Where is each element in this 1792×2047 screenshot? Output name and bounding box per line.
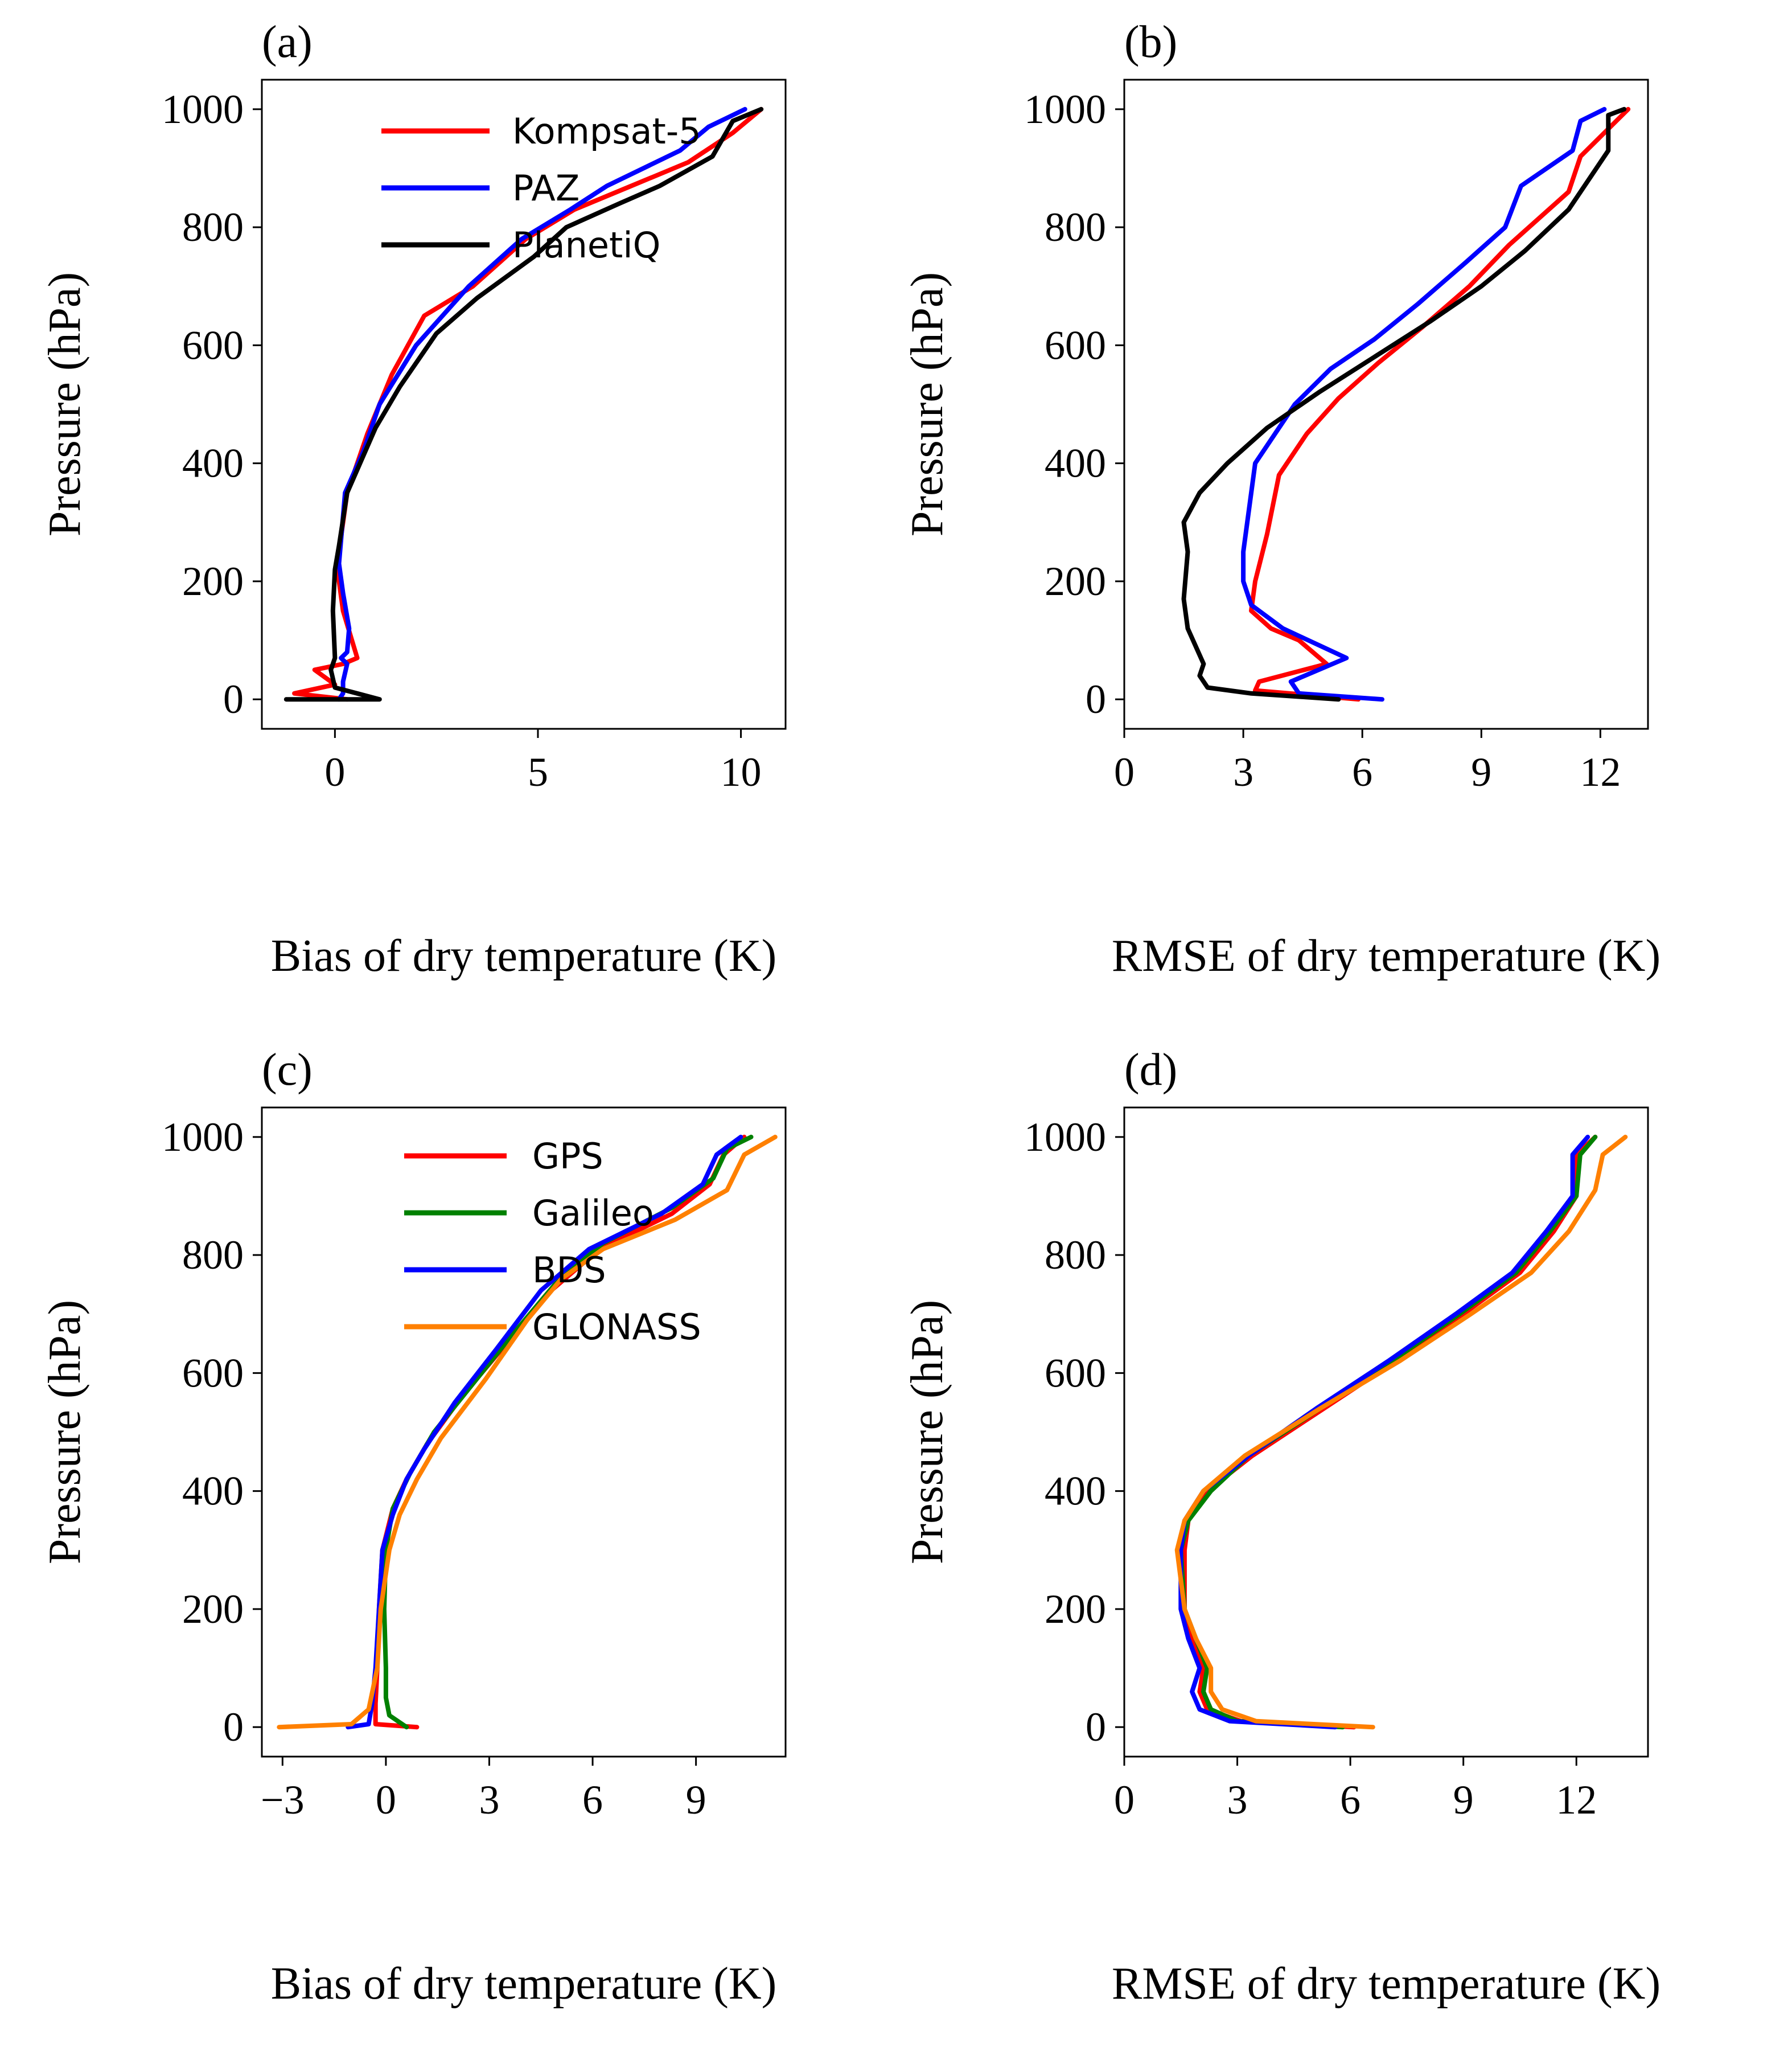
legend-label-galileo: Galileo — [532, 1192, 654, 1234]
series-line-planetiq — [283, 106, 764, 702]
x-tick-label: 5 — [528, 749, 548, 795]
x-tick-label: 0 — [324, 749, 345, 795]
x-tick-label: 0 — [376, 1777, 396, 1823]
x-axis-label: Bias of dry temperature (K) — [271, 1959, 777, 2009]
series-line-kompsat-5 — [1249, 106, 1631, 702]
x-axis-label: Bias of dry temperature (K) — [271, 931, 777, 981]
legend-label-gps: GPS — [532, 1135, 603, 1177]
y-axis-label: Pressure (hPa) — [902, 1300, 952, 1564]
y-tick-label: 600 — [182, 1350, 244, 1396]
y-tick-label: 1000 — [162, 87, 244, 132]
y-tick-label: 400 — [1045, 441, 1106, 486]
plot-frame — [261, 79, 787, 730]
x-tick-label: 10 — [721, 749, 762, 795]
y-axis-label: Pressure (hPa) — [902, 272, 952, 536]
x-tick-label: 9 — [1453, 1777, 1474, 1823]
y-tick-label: 400 — [182, 1468, 244, 1514]
x-tick-label: 12 — [1556, 1777, 1597, 1823]
y-tick-label: 600 — [1045, 1350, 1106, 1396]
series-line-glonass — [277, 1134, 778, 1730]
panel-label: (b) — [1124, 17, 1177, 67]
x-tick-label: 9 — [686, 1777, 706, 1823]
legend-label-kompsat-5: Kompsat-5 — [512, 110, 701, 152]
series-line-paz — [1241, 106, 1607, 702]
series-line-gps — [1182, 1134, 1598, 1730]
plot-area: 0 3 6 9 12 0 200 400 600 800 1000 — [1024, 1106, 1649, 1823]
legend: Kompsat-5 PAZ PlanetiQ — [381, 110, 701, 266]
x-tick-label: 6 — [582, 1777, 603, 1823]
y-tick-label: 1000 — [1024, 87, 1106, 132]
x-tick-label: 3 — [1233, 749, 1253, 795]
panel-a: (a) 0 5 10 0 200 400 600 800 1000 Bias of dry te… — [40, 17, 787, 981]
x-tick-label: 0 — [1114, 749, 1135, 795]
plot-area: −3 0 3 6 9 0 200 400 600 800 1000 — [162, 1106, 787, 1823]
x-tick-label: 12 — [1580, 749, 1621, 795]
y-tick-label: 800 — [1045, 204, 1106, 250]
y-tick-label: 800 — [182, 204, 244, 250]
y-tick-label: 200 — [1045, 559, 1106, 604]
series-line-bds — [1178, 1134, 1590, 1730]
y-tick-label: 200 — [1045, 1586, 1106, 1632]
legend-label-planetiq: PlanetiQ — [512, 224, 660, 266]
y-tick-label: 600 — [182, 322, 244, 368]
panel-label: (c) — [262, 1045, 313, 1095]
panel-label: (d) — [1124, 1045, 1177, 1095]
y-tick-label: 200 — [182, 1586, 244, 1632]
panel-label: (a) — [262, 17, 313, 67]
y-tick-label: 400 — [182, 441, 244, 486]
y-tick-label: 0 — [1086, 676, 1106, 722]
legend-label-paz: PAZ — [512, 167, 579, 209]
x-tick-label: 0 — [1114, 1777, 1135, 1823]
y-tick-label: 1000 — [162, 1114, 244, 1160]
y-tick-label: 0 — [223, 1704, 244, 1750]
y-tick-label: 600 — [1045, 322, 1106, 368]
y-axis-label: Pressure (hPa) — [40, 272, 90, 536]
panel-d: (d) 0 3 6 9 12 0 200 400 600 800 1000 RMSE of dry … — [902, 1045, 1661, 2009]
y-tick-label: 0 — [1086, 1704, 1106, 1750]
x-tick-label: −3 — [261, 1777, 305, 1823]
x-tick-label: 3 — [1227, 1777, 1248, 1823]
panel-c: (c) −3 0 3 6 9 0 200 400 600 800 1000 Bias of dry … — [40, 1045, 787, 2009]
x-tick-label: 6 — [1340, 1777, 1361, 1823]
y-axis-label: Pressure (hPa) — [40, 1300, 90, 1564]
y-tick-label: 800 — [182, 1232, 244, 1278]
x-tick-label: 3 — [479, 1777, 499, 1823]
plot-frame — [1123, 1106, 1649, 1758]
y-tick-label: 200 — [182, 559, 244, 604]
plot-frame — [1123, 79, 1649, 730]
plot-frame — [261, 1106, 787, 1758]
y-tick-label: 400 — [1045, 1468, 1106, 1514]
y-tick-label: 0 — [223, 676, 244, 722]
series-line-glonass — [1174, 1134, 1628, 1730]
legend-label-bds: BDS — [532, 1249, 606, 1291]
y-tick-label: 1000 — [1024, 1114, 1106, 1160]
series-line-planetiq — [1181, 106, 1627, 702]
legend: GPS Galileo BDS GLONASS — [404, 1135, 701, 1348]
panel-b: (b) 0 3 6 9 12 0 200 400 600 800 1000 RMSE of dry … — [902, 17, 1661, 981]
plot-area: 0 5 10 0 200 400 600 800 1000 — [162, 79, 787, 795]
series-line-galileo — [1178, 1134, 1598, 1730]
x-axis-label: RMSE of dry temperature (K) — [1112, 1959, 1661, 2009]
x-tick-label: 6 — [1352, 749, 1372, 795]
y-tick-label: 800 — [1045, 1232, 1106, 1278]
x-axis-label: RMSE of dry temperature (K) — [1112, 931, 1661, 981]
plot-area: 0 3 6 9 12 0 200 400 600 800 1000 — [1024, 79, 1649, 795]
legend-label-glonass: GLONASS — [532, 1306, 701, 1348]
x-tick-label: 9 — [1471, 749, 1491, 795]
